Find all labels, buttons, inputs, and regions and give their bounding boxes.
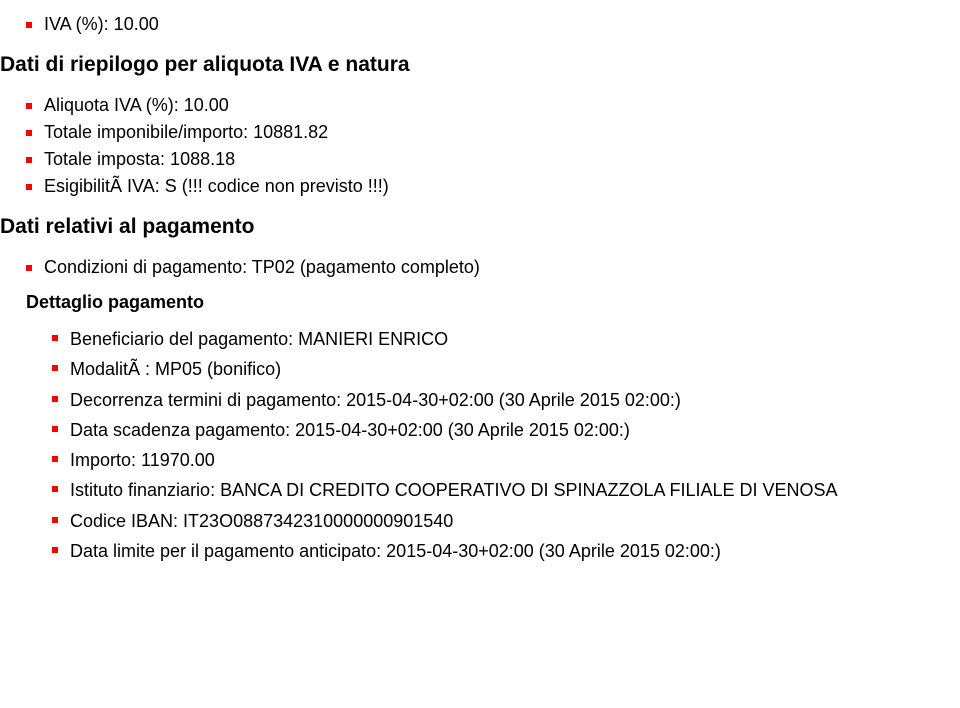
dettaglio-item: Decorrenza termini di pagamento: 2015-04… — [52, 388, 960, 412]
riepilogo-item: Aliquota IVA (%): 10.00 — [26, 95, 960, 116]
dettaglio-item: Importo: 11970.00 — [52, 448, 960, 472]
riepilogo-item: EsigibilitÃ IVA: S (!!! codice non previ… — [26, 176, 960, 197]
dettaglio-item: ModalitÃ : MP05 (bonifico) — [52, 357, 960, 381]
top-list: IVA (%): 10.00 — [26, 14, 960, 35]
dettaglio-item: Data scadenza pagamento: 2015-04-30+02:0… — [52, 418, 960, 442]
pagamento-heading: Dati relativi al pagamento — [0, 215, 960, 239]
riepilogo-list: Aliquota IVA (%): 10.00 Totale imponibil… — [26, 95, 960, 197]
condizioni-item: Condizioni di pagamento: TP02 (pagamento… — [26, 257, 960, 278]
riepilogo-item: Totale imponibile/importo: 10881.82 — [26, 122, 960, 143]
dettaglio-heading: Dettaglio pagamento — [26, 292, 960, 313]
dettaglio-item: Codice IBAN: IT23O0887342310000000901540 — [52, 509, 960, 533]
dettaglio-item: Beneficiario del pagamento: MANIERI ENRI… — [52, 327, 960, 351]
riepilogo-item: Totale imposta: 1088.18 — [26, 149, 960, 170]
dettaglio-list: Beneficiario del pagamento: MANIERI ENRI… — [52, 327, 960, 563]
pagamento-list: Condizioni di pagamento: TP02 (pagamento… — [26, 257, 960, 278]
iva-percent-item: IVA (%): 10.00 — [26, 14, 960, 35]
dettaglio-item: Data limite per il pagamento anticipato:… — [52, 539, 960, 563]
dettaglio-item: Istituto finanziario: BANCA DI CREDITO C… — [52, 478, 960, 502]
riepilogo-heading: Dati di riepilogo per aliquota IVA e nat… — [0, 53, 960, 77]
